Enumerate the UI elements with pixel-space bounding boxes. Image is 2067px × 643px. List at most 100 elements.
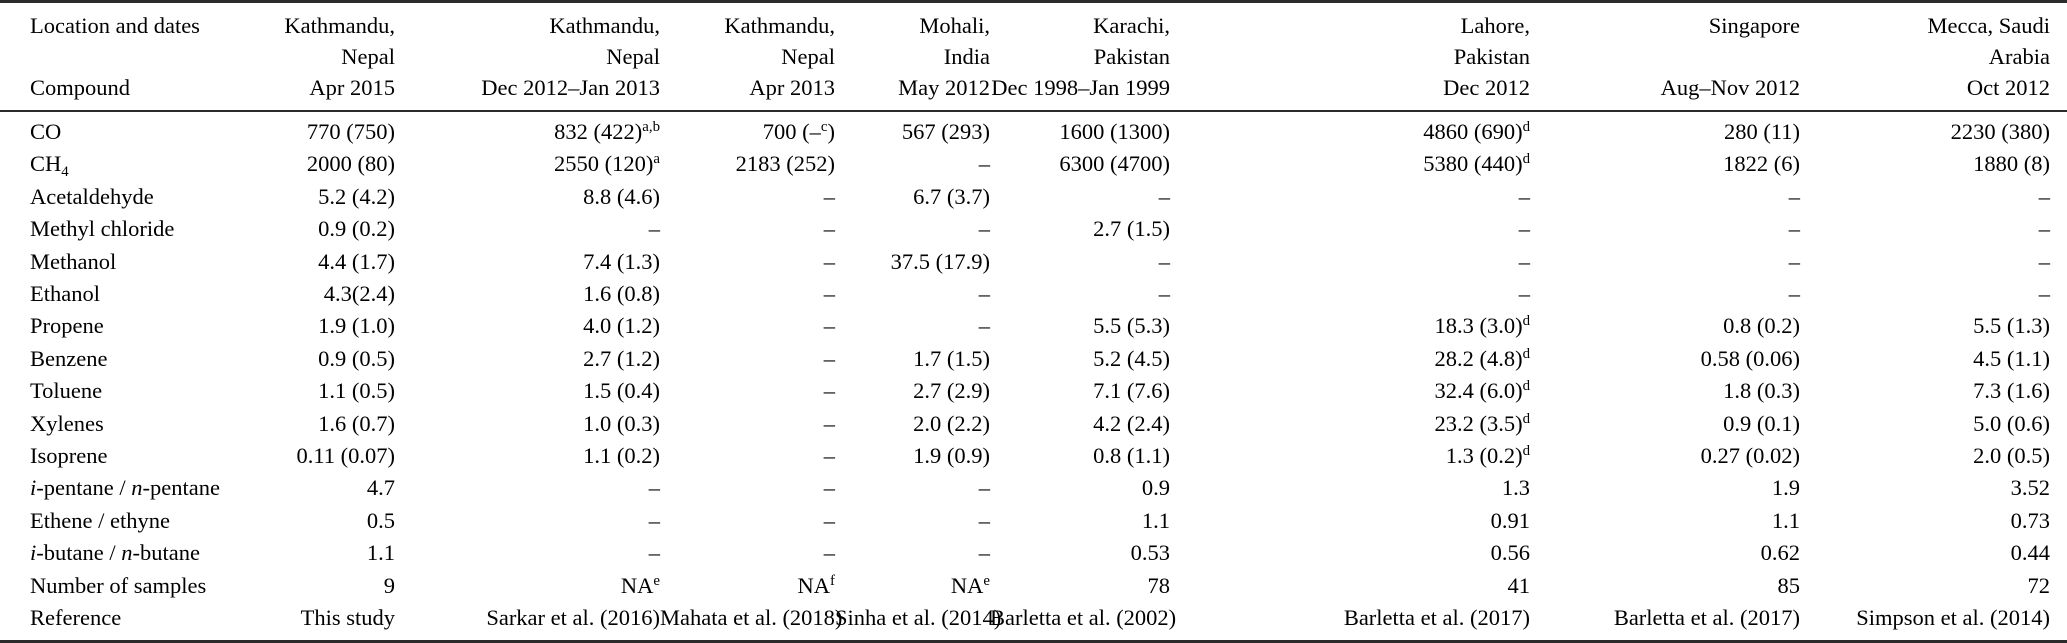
value-cell: 2183 (252) (735, 151, 835, 177)
corner-header-line: Location and dates (30, 13, 200, 38)
table-row: Propene 1.9 (1.0) 4.0 (1.2) – – 5.5 (5.3) 18.3… (0, 310, 2067, 342)
column-header-line: Singapore (1708, 13, 1800, 38)
table-body: CO 770 (750) 832 (422)a,b 700 (–c) 567 (293)… (0, 111, 2067, 641)
value-cell: 4.5 (1.1) (1973, 345, 2050, 371)
compound-cell: Toluene (30, 378, 103, 404)
value-cell: 700 (–c) (762, 118, 835, 144)
value-cell: – (978, 151, 990, 177)
value-cell: 5.5 (1.3) (1973, 313, 2050, 339)
corner-header-line: Compound (30, 75, 131, 100)
value-cell: 2.7 (2.9) (913, 378, 990, 404)
value-cell: 0.11 (0.07) (296, 443, 395, 469)
value-cell: 1600 (1300) (1059, 119, 1170, 144)
table-row: Number of samples 9 NAe NAf NAe 78 41 85 72 (0, 570, 2067, 602)
value-cell: 41 (1507, 572, 1531, 598)
value-cell: – (1518, 248, 1530, 274)
value-cell: NAe (620, 572, 660, 598)
column-header: Mecca, Saudi Arabia Oct 2012 (1800, 1, 2067, 112)
column-header-line: Karachi, (1093, 13, 1170, 38)
value-cell: – (2038, 183, 2050, 209)
column-header-line: Dec 2012 (1443, 75, 1530, 100)
value-cell: This study (300, 605, 395, 631)
value-cell: 37.5 (17.9) (890, 248, 990, 274)
value-cell: – (978, 475, 990, 501)
value-cell: 1.9 (1771, 475, 1800, 501)
column-header-line: Dec 1998–Jan 1999 (991, 75, 1170, 100)
value-cell: – (823, 507, 835, 533)
value-cell: 832 (422)a,b (554, 118, 660, 144)
value-cell: 2.7 (1.2) (583, 345, 660, 371)
value-cell: 1.1 (0.2) (583, 443, 660, 469)
compound-cell: Number of samples (30, 572, 207, 598)
value-cell: Barletta et al. (2002) (990, 605, 1177, 631)
value-cell: Barletta et al. (2017) (1613, 605, 1800, 631)
value-cell: 5.2 (4.5) (1093, 345, 1170, 371)
column-header-line: Nepal (781, 44, 835, 69)
header-row: Location and dates Compound Kathmandu, Nepa… (0, 1, 2067, 112)
value-cell: 3.52 (2010, 475, 2050, 501)
value-cell: – (823, 443, 835, 469)
value-cell: 1.5 (0.4) (583, 378, 660, 404)
value-cell: 5380 (440)d (1423, 151, 1530, 177)
compound-cell: Ethene / ethyne (30, 507, 170, 533)
column-header-line: Arabia (1988, 44, 2050, 69)
value-cell: – (823, 345, 835, 371)
value-cell: 0.58 (0.06) (1700, 345, 1800, 371)
value-cell: – (978, 216, 990, 242)
column-header: Mohali, India May 2012 (835, 1, 990, 112)
value-cell: 78 (1147, 572, 1171, 598)
value-cell: – (648, 540, 660, 566)
value-cell: 1.1 (366, 540, 395, 566)
table-row: Toluene 1.1 (0.5) 1.5 (0.4) – 2.7 (2.9) 7.1 (… (0, 375, 2067, 407)
value-cell: 770 (750) (306, 119, 395, 144)
table-row: Acetaldehyde 5.2 (4.2) 8.8 (4.6) – 6.7 (3.7)… (0, 181, 2067, 213)
value-cell: 0.9 (0.2) (318, 216, 395, 242)
value-cell: 2230 (380) (1950, 119, 2050, 144)
column-header-line: Pakistan (1453, 44, 1530, 69)
value-cell: 0.5 (366, 507, 395, 533)
compound-cell: Ethanol (30, 281, 100, 307)
value-cell: 1.9 (1.0) (318, 313, 395, 339)
column-header-line: Dec 2012–Jan 2013 (481, 75, 660, 100)
value-cell: – (823, 248, 835, 274)
value-cell: Sinha et al. (2014) (835, 605, 1002, 631)
compound-cell: Reference (30, 605, 122, 631)
column-header-line: Pakistan (1093, 44, 1170, 69)
column-header-line: Oct 2012 (1966, 75, 2050, 100)
value-cell: – (2038, 281, 2050, 307)
column-header-line: May 2012 (898, 75, 990, 100)
compound-cell: Propene (30, 313, 104, 339)
value-cell: 1.3 (0.2)d (1445, 442, 1530, 469)
column-header-line: Nepal (606, 44, 660, 69)
value-cell: – (648, 475, 660, 501)
table-row: CO 770 (750) 832 (422)a,b 700 (–c) 567 (293)… (0, 111, 2067, 148)
column-header-line (1530, 41, 1800, 72)
value-cell: 32.4 (6.0)d (1434, 378, 1530, 404)
value-cell: 4860 (690)d (1423, 118, 1530, 144)
value-cell: NAf (797, 572, 835, 598)
value-cell: – (978, 313, 990, 339)
value-cell: 2000 (80) (306, 151, 395, 177)
compound-cell: Isoprene (30, 443, 108, 469)
table-header: Location and dates Compound Kathmandu, Nepa… (0, 1, 2067, 112)
value-cell: 4.3(2.4) (323, 281, 395, 307)
value-cell: 1.0 (0.3) (583, 410, 660, 436)
column-header-line: Aug–Nov 2012 (1660, 75, 1800, 100)
compound-cell: i-pentane / n-pentane (30, 475, 220, 501)
table-row: Reference This study Sarkar et al. (2016) M… (0, 602, 2067, 641)
value-cell: – (823, 183, 835, 209)
value-cell: NAe (950, 572, 990, 598)
value-cell: 1.7 (1.5) (913, 345, 990, 371)
value-cell: – (2038, 248, 2050, 274)
value-cell: – (648, 507, 660, 533)
table-row: CH4 2000 (80) 2550 (120)a 2183 (252) – 6300 (… (0, 148, 2067, 180)
column-header: Kathmandu, Nepal Apr 2013 (660, 1, 835, 112)
value-cell: 6300 (4700) (1059, 151, 1170, 177)
value-cell: 5.0 (0.6) (1973, 410, 2050, 436)
value-cell: 7.3 (1.6) (1973, 378, 2050, 404)
value-cell: – (1788, 216, 1800, 242)
column-header-line: Mohali, (919, 13, 990, 38)
value-cell: 0.53 (1130, 540, 1170, 566)
value-cell: – (1518, 216, 1530, 242)
